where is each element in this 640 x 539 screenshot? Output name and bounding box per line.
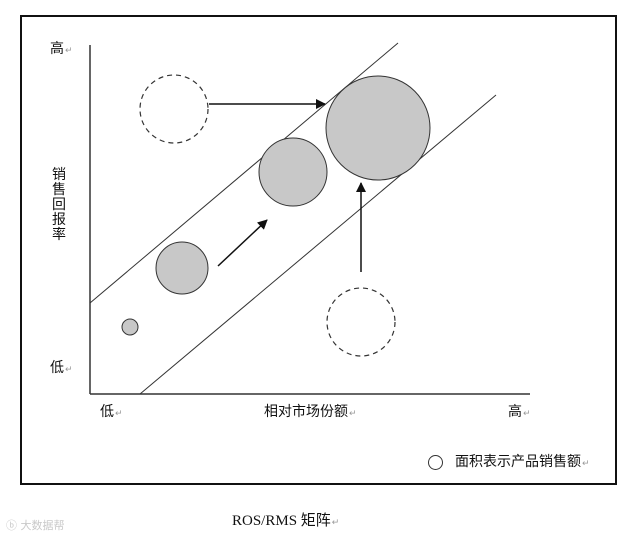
arrow-diagonal	[217, 219, 268, 267]
diagram-frame	[20, 15, 617, 485]
watermark-logo-icon: ⓑ	[6, 519, 17, 532]
bubble-xlarge	[325, 75, 431, 181]
x-axis-title: 相对市场份额↵	[264, 404, 357, 420]
band-line-lower	[139, 94, 497, 395]
bubble-medium	[155, 241, 209, 295]
legend-label: 面积表示产品销售额↵	[455, 454, 590, 470]
bubble-dashed-top-left	[139, 74, 209, 144]
bubble-large	[258, 137, 328, 207]
bubble-small	[121, 318, 139, 336]
bubble-dashed-bottom-right	[326, 287, 396, 357]
watermark: ⓑ 大数据帮	[6, 519, 65, 532]
figure-caption: ROS/RMS 矩阵↵	[232, 513, 340, 529]
x-low-label: 低↵	[100, 404, 123, 420]
y-low-label: 低↵	[50, 360, 73, 376]
x-high-label: 高↵	[508, 404, 531, 420]
legend-circle-icon	[428, 455, 443, 470]
y-axis-title: 销售回报率	[52, 167, 66, 243]
y-high-label: 高↵	[50, 41, 73, 57]
